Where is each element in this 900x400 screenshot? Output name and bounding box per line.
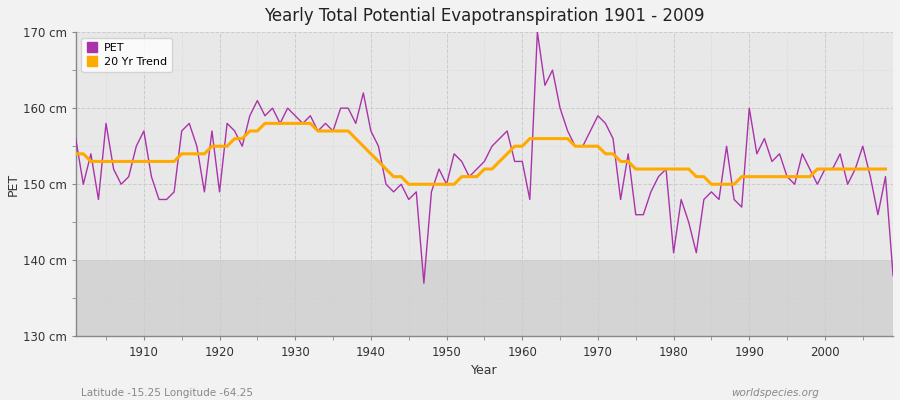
PET (532, 30, 543, 34)
Text: Latitude -15.25 Longitude -64.25: Latitude -15.25 Longitude -64.25 (81, 388, 253, 398)
20 Yr Trend (880, 167, 891, 172)
Line: PET: PET (76, 32, 893, 283)
20 Yr Trend (782, 174, 793, 179)
PET (517, 159, 527, 164)
PET (297, 121, 308, 126)
20 Yr Trend (464, 174, 474, 179)
20 Yr Trend (199, 152, 210, 156)
20 Yr Trend (796, 174, 807, 179)
PET (623, 152, 634, 156)
PET (343, 106, 354, 110)
PET (525, 197, 535, 202)
Text: worldspecies.org: worldspecies.org (731, 388, 819, 398)
Legend: PET, 20 Yr Trend: PET, 20 Yr Trend (81, 38, 172, 72)
20 Yr Trend (259, 121, 270, 126)
20 Yr Trend (70, 152, 81, 156)
20 Yr Trend (403, 182, 414, 187)
PET (130, 144, 141, 149)
PET (70, 136, 81, 141)
20 Yr Trend (154, 159, 165, 164)
PET (887, 273, 898, 278)
Title: Yearly Total Potential Evapotranspiration 1901 - 2009: Yearly Total Potential Evapotranspiratio… (265, 7, 705, 25)
Y-axis label: PET: PET (7, 173, 20, 196)
PET (418, 281, 429, 286)
Line: 20 Yr Trend: 20 Yr Trend (76, 123, 886, 184)
20 Yr Trend (729, 182, 740, 187)
Bar (76, 260, 893, 336)
X-axis label: Year: Year (471, 364, 498, 377)
